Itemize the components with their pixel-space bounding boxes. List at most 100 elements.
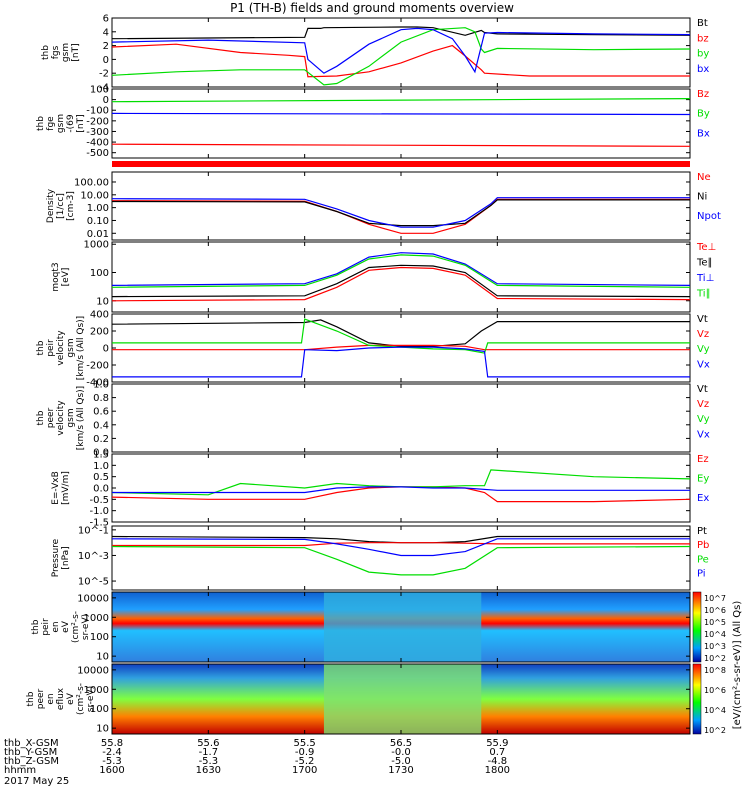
- y-axis-label: moqt3 [eV]: [51, 262, 71, 291]
- x-axis-tick-value: 1800: [485, 765, 510, 776]
- panel-frame: [111, 383, 691, 453]
- y-axis-label-line: peir: [46, 339, 56, 357]
- y-tick-label: -200: [86, 361, 109, 372]
- y-axis-label-line: eflux: [56, 687, 66, 710]
- panel-3: 100.00 10.00 1.00 0.10 0.01 Density [1/cc] [cm-…: [46, 171, 721, 241]
- y-tick-label: 4: [103, 27, 109, 38]
- colorbar-tick-label: 10^4: [704, 630, 726, 639]
- legend-entry: Bt: [697, 18, 708, 29]
- y-axis-label-line: gsm: [66, 408, 76, 427]
- legend-entry: Vx: [697, 359, 710, 370]
- y-tick-label: 10^-3: [78, 551, 109, 562]
- y-axis-label-line: thb: [36, 340, 46, 355]
- panel-frame: [111, 525, 691, 591]
- x-axis-tick-value: 55.6: [197, 738, 219, 749]
- y-axis-label-line: thb: [41, 45, 51, 60]
- y-axis-label: Density [1/cc] [cm-3]: [46, 188, 76, 223]
- x-axis-row-label: thb_Y-GSM: [4, 747, 57, 758]
- y-tick-label: 400: [90, 310, 109, 321]
- legend-entry: by: [697, 49, 709, 60]
- x-axis-tick-value: -1.7: [199, 747, 219, 758]
- y-axis-label-line: sr-eV): [81, 614, 91, 640]
- x-axis-tick-value: 56.5: [390, 738, 412, 749]
- series-line-by: [111, 27, 691, 86]
- y-axis-label-line: peer: [36, 688, 46, 709]
- y-tick-label: 0: [103, 95, 109, 106]
- x-axis-tick-value: -2.4: [102, 747, 122, 758]
- series-line-bx: [111, 27, 691, 74]
- y-axis-label-line: thb: [36, 116, 46, 131]
- y-axis-label-line: gsm: [61, 43, 71, 62]
- y-tick-label: 100.00: [74, 177, 109, 188]
- y-tick-label: 0.6: [93, 407, 109, 418]
- panel-7: 1.51.00.50.0-0.5-1.0-1.5E=-VxB [mV/m]EzEy…: [51, 450, 709, 529]
- x-axis-tick-value: -5.0: [391, 756, 411, 767]
- y-tick-label: 0.0: [93, 448, 109, 459]
- series-line-Ti∥: [111, 254, 691, 288]
- colorbar: [692, 663, 702, 735]
- colorbar-tick-label: 10^2: [704, 726, 726, 735]
- x-axis-tick-value: -0.9: [295, 747, 315, 758]
- colorbar-tick-label: 10^4: [704, 706, 726, 715]
- y-axis-label-line: sr-eV): [86, 686, 96, 712]
- figure-title: P1 (TH-B) fields and ground moments over…: [230, 1, 514, 15]
- y-tick-label: 100: [90, 704, 109, 715]
- legend-entry: Pe: [697, 554, 709, 565]
- series-line-Bt: [111, 26, 691, 40]
- y-tick-label: -200: [86, 116, 109, 127]
- y-axis-label-line: thb: [36, 410, 46, 425]
- y-tick-label: 200: [90, 327, 109, 338]
- y-axis-label: thb peir en eV (cm²-s-sr-eV): [31, 611, 91, 643]
- x-axis-tick-value: -4.8: [488, 756, 508, 767]
- x-axis-tick-value: 0.7: [489, 747, 505, 758]
- y-axis-label-line: en: [46, 693, 56, 704]
- series-line-bz: [111, 43, 690, 78]
- colorbar-tick-label: 10^6: [704, 606, 726, 615]
- y-tick-label: 0: [103, 55, 109, 66]
- x-axis-tick-value: 1730: [388, 765, 413, 776]
- y-axis-label-line: peir: [41, 618, 51, 636]
- series-line-By: [111, 98, 691, 103]
- y-axis-label-line: [km/s (All Qs)]: [76, 316, 86, 380]
- legend-entry: Ni: [697, 191, 707, 202]
- y-tick-label: 0.4: [93, 420, 109, 431]
- legend-entry: bz: [697, 33, 709, 44]
- series-line-Vt: [111, 319, 690, 347]
- y-tick-label: -2: [99, 69, 109, 80]
- y-axis-label: thb peer velocity gsm [km/s (All Qs)]: [36, 386, 86, 450]
- legend-entry: Vt: [697, 314, 708, 325]
- y-axis-label-line: velocity: [56, 400, 66, 436]
- y-axis-label-line: fgs: [51, 45, 61, 59]
- y-axis-label-line: [1/cc]: [56, 193, 66, 219]
- series-line-Bx: [111, 112, 691, 116]
- y-tick-label: -4: [99, 83, 109, 94]
- separator-bar: [112, 161, 690, 167]
- y-axis-label: thb peer en eflux eV (cm²-s-sr-eV): [26, 683, 96, 715]
- y-axis-label-line: fge: [46, 116, 56, 131]
- panel-8: 10^-1 10^-3 10^-5 Pressure [nPa] Pt Pb Pe Pi: [51, 525, 709, 591]
- x-axis-tick-value: -0.0: [391, 747, 411, 758]
- x-axis-group: [eV/(cm²-s-sr-eV)] (All Qs)thb_X-GSMthb_…: [4, 601, 743, 787]
- y-axis-label: E=-VxB [mV/m]: [51, 471, 71, 505]
- x-axis-tick-value: 1630: [196, 765, 221, 776]
- y-tick-label: -0.5: [89, 495, 109, 506]
- x-axis-tick-value: 55.8: [101, 738, 123, 749]
- y-tick-label: 0.0: [93, 484, 109, 495]
- y-tick-label: 10^-1: [78, 525, 109, 536]
- y-tick-label: -400: [86, 378, 109, 389]
- legend-entry: Ez: [697, 454, 709, 465]
- y-tick-label: -500: [86, 148, 109, 159]
- series-line-Pb: [112, 542, 690, 547]
- y-tick-label: 1.5: [93, 450, 109, 461]
- series-line-Ey: [111, 469, 691, 496]
- y-tick-label: -300: [86, 127, 109, 138]
- y-tick-label: -100: [86, 106, 109, 117]
- y-axis-label-line: [eV]: [61, 268, 71, 287]
- y-tick-label: 10: [96, 652, 109, 663]
- y-tick-label: 100: [90, 268, 109, 279]
- y-tick-label: -400: [86, 138, 109, 149]
- y-tick-label: 1000: [84, 240, 109, 251]
- panel-frame: [111, 313, 691, 383]
